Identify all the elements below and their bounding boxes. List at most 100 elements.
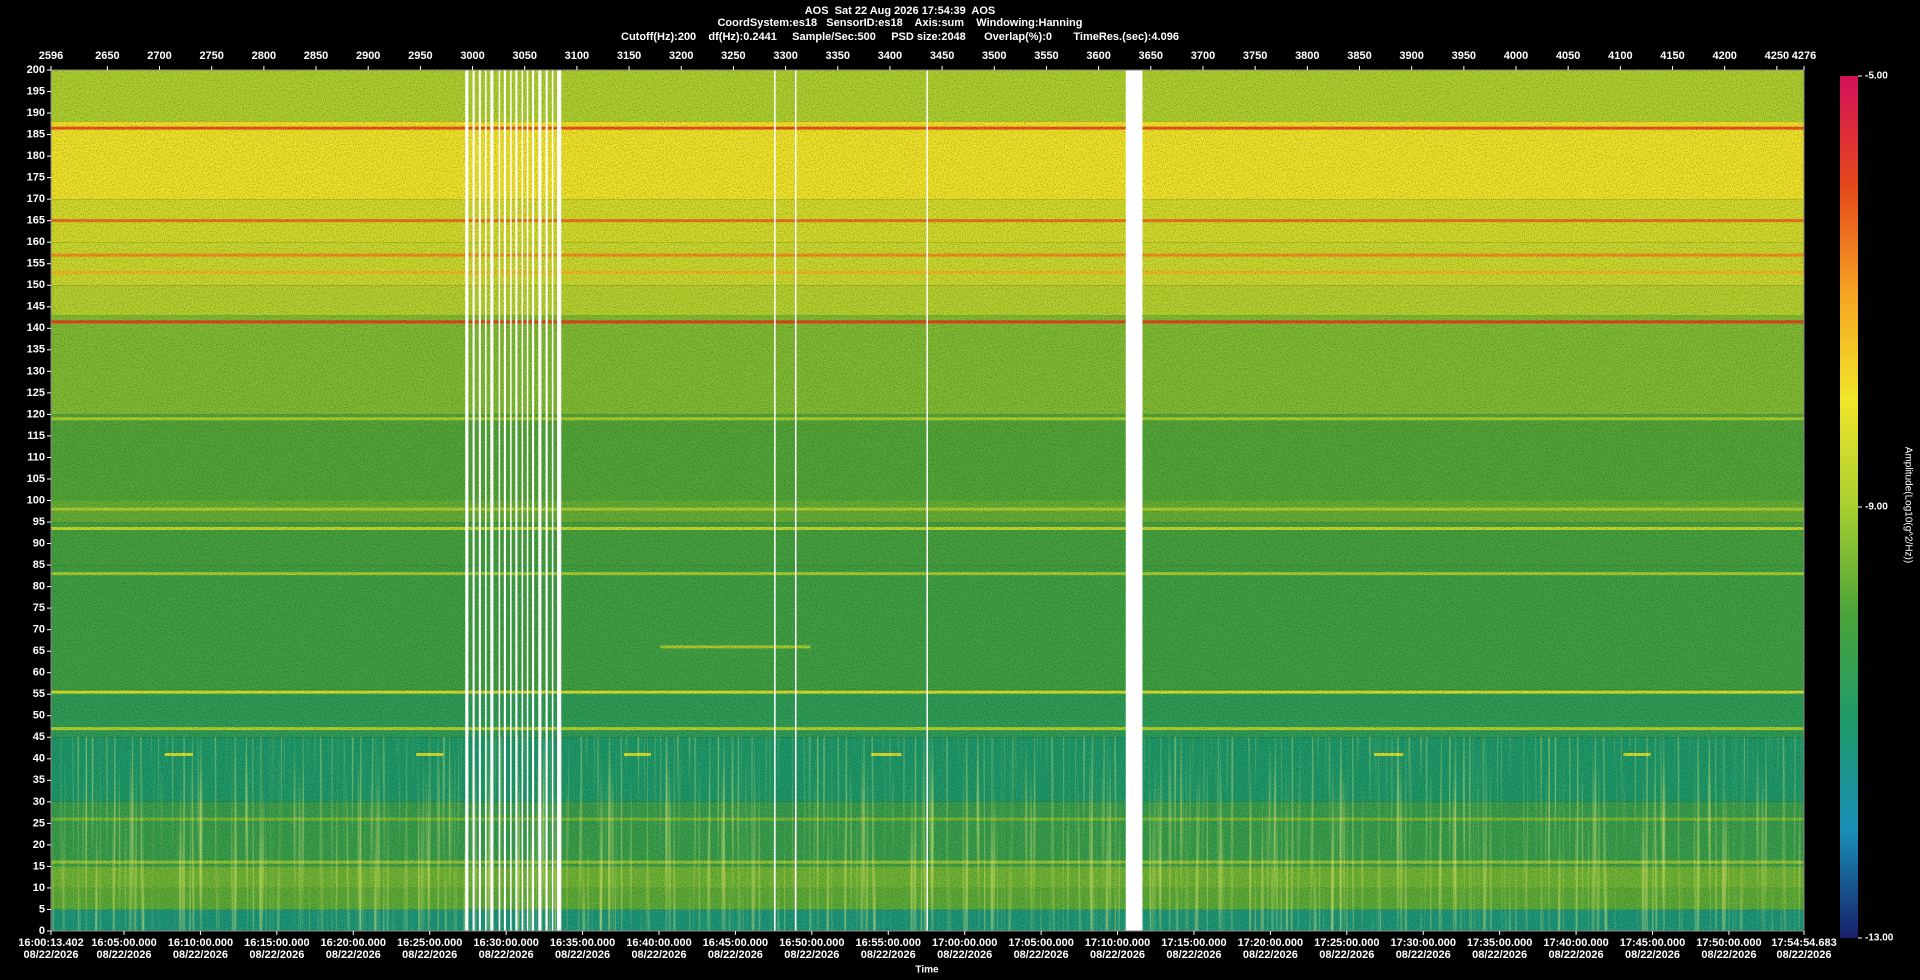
y-tick-label: 95 [33,516,45,528]
x-tick-label: 2700 [147,50,171,62]
y-tick-label: 70 [33,624,45,636]
time-tick-label: 17:05:00.000 [1008,937,1073,949]
x-tick-label: 2800 [252,50,276,62]
y-tick-label: 40 [33,753,45,765]
data-gap [551,70,554,931]
x-tick-label: 4250 [1765,50,1789,62]
data-gap [515,70,518,931]
time-tick-date: 08/22/2026 [1472,949,1527,961]
x-tick-label: 2650 [95,50,119,62]
x-tick-label: 3650 [1139,50,1163,62]
x-tick-label: 3050 [512,50,536,62]
time-tick-date: 08/22/2026 [96,949,151,961]
time-tick-label: 16:50:00.000 [779,937,844,949]
data-gap [538,70,542,931]
y-tick-label: 35 [33,774,45,786]
time-tick-date: 08/22/2026 [631,949,686,961]
y-tick-label: 145 [27,301,45,313]
time-tick-date: 08/22/2026 [1625,949,1680,961]
x-tick-label: 4200 [1712,50,1736,62]
y-tick-label: 115 [27,430,45,442]
y-tick-label: 175 [27,172,45,184]
x-tick-label: 4050 [1556,50,1580,62]
chart-subtitle: CoordSystem:es18 SensorID:es18 Axis:sum … [717,17,1082,29]
y-tick-label: 110 [27,451,45,463]
y-tick-label: 50 [33,710,45,722]
data-gap [485,70,487,931]
time-tick-label: 17:30:00.000 [1391,937,1456,949]
x-tick-label: 3450 [930,50,954,62]
time-tick-date: 08/22/2026 [784,949,839,961]
time-tick-date: 08/22/2026 [937,949,992,961]
x-axis-label: Time [915,965,939,976]
y-tick-label: 75 [33,602,45,614]
y-tick-label: 100 [27,494,45,506]
time-tick-date: 08/22/2026 [402,949,457,961]
time-tick-label: 16:30:00.000 [473,937,538,949]
x-tick-label: 3150 [617,50,641,62]
data-gap [503,70,506,931]
time-tick-label: 16:45:00.000 [703,937,768,949]
time-tick-label: 17:35:00.000 [1467,937,1532,949]
time-tick-label: 16:15:00.000 [244,937,309,949]
time-tick-label: 17:15:00.000 [1161,937,1226,949]
x-tick-label: 4150 [1660,50,1684,62]
x-tick-label: 3850 [1347,50,1371,62]
x-tick-label: 2900 [356,50,380,62]
data-gap [526,70,529,931]
time-tick-label: 17:00:00.000 [932,937,997,949]
data-gap [510,70,512,931]
time-tick-label: 17:25:00.000 [1314,937,1379,949]
data-gap [490,70,494,931]
x-tick-label: 4000 [1504,50,1528,62]
y-tick-label: 195 [27,85,45,97]
x-tick-label: 3700 [1191,50,1215,62]
y-tick-label: 125 [27,387,45,399]
y-tick-label: 135 [27,344,45,356]
data-gap [774,70,776,931]
x-tick-label: 3400 [878,50,902,62]
time-tick-date: 08/22/2026 [1014,949,1069,961]
plot-area [51,70,1804,931]
time-tick-date: 08/22/2026 [1396,949,1451,961]
colorbar-tick-label: -9.00 [1865,502,1888,513]
time-tick-label: 16:10:00.000 [168,937,233,949]
y-tick-label: 170 [27,193,45,205]
y-tick-label: 80 [33,581,45,593]
time-tick-label: 16:35:00.000 [550,937,615,949]
x-tick-label: 3750 [1243,50,1267,62]
y-tick-label: 185 [27,128,45,140]
colorbar-tick-label: -5.00 [1865,71,1888,82]
time-tick-date: 08/22/2026 [708,949,763,961]
x-tick-label: 3300 [773,50,797,62]
y-tick-label: 160 [27,236,45,248]
time-tick-label: 17:40:00.000 [1543,937,1608,949]
y-tick-label: 30 [33,796,45,808]
y-tick-label: 25 [33,817,45,829]
time-tick-date: 08/22/2026 [1166,949,1221,961]
y-tick-label: 90 [33,537,45,549]
colorbar-label: Amplitude(Log10(g^2/Hz)) [1902,447,1913,563]
y-tick-label: 5 [39,903,45,915]
x-tick-label: 3250 [721,50,745,62]
x-tick-label: 3000 [460,50,484,62]
y-tick-label: 85 [33,559,45,571]
data-gap [794,70,797,931]
data-gap [472,70,475,931]
data-gap [532,70,535,931]
chart-subtitle: Cutoff(Hz):200 df(Hz):0.2441 Sample/Sec:… [621,31,1179,43]
x-tick-label: 2596 [39,50,63,62]
time-tick-date: 08/22/2026 [1319,949,1374,961]
x-tick-label: 2750 [199,50,223,62]
x-tick-label: 3350 [826,50,850,62]
data-gap [545,70,548,931]
data-gap [478,70,481,931]
time-tick-date: 08/22/2026 [173,949,228,961]
y-tick-label: 165 [27,215,45,227]
time-tick-label: 16:40:00.000 [626,937,691,949]
time-tick-date: 08/22/2026 [1776,949,1831,961]
data-gap [498,70,501,931]
time-tick-date: 08/22/2026 [861,949,916,961]
